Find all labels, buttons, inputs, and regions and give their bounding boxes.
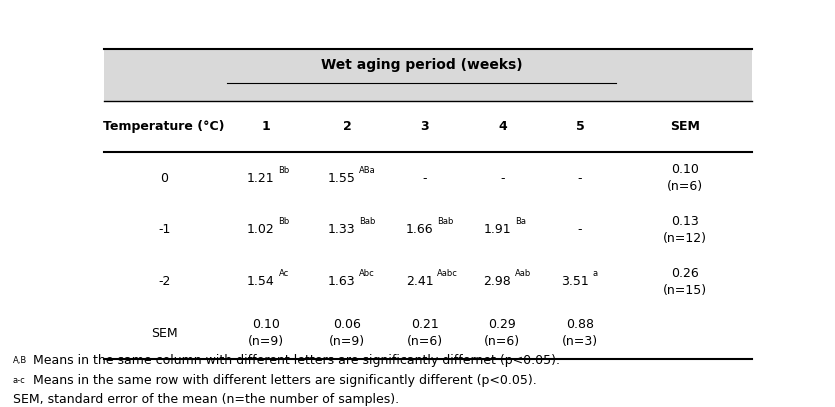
Text: Wet aging period (weeks): Wet aging period (weeks) bbox=[321, 58, 522, 72]
Text: 1.55: 1.55 bbox=[328, 172, 356, 185]
Text: 1.66: 1.66 bbox=[406, 223, 433, 236]
Text: Ac: Ac bbox=[278, 269, 289, 278]
Text: -: - bbox=[500, 172, 504, 185]
Text: 0.21
(n=6): 0.21 (n=6) bbox=[407, 318, 443, 348]
Text: 0.88
(n=3): 0.88 (n=3) bbox=[562, 318, 598, 348]
Text: ABa: ABa bbox=[359, 166, 376, 175]
Text: 0.06
(n=9): 0.06 (n=9) bbox=[329, 318, 365, 348]
Text: 1.54: 1.54 bbox=[247, 275, 275, 288]
Text: Aabc: Aabc bbox=[437, 269, 458, 278]
Text: 1.91: 1.91 bbox=[483, 223, 511, 236]
Text: 3: 3 bbox=[420, 120, 429, 133]
Text: Bab: Bab bbox=[359, 217, 376, 226]
Text: Bab: Bab bbox=[437, 217, 453, 226]
Text: 1.33: 1.33 bbox=[328, 223, 356, 236]
Text: Bb: Bb bbox=[278, 217, 290, 226]
Text: -: - bbox=[578, 172, 582, 185]
Text: 4: 4 bbox=[498, 120, 507, 133]
Text: SEM: SEM bbox=[671, 120, 700, 133]
Text: SEM, standard error of the mean (n=the number of samples).: SEM, standard error of the mean (n=the n… bbox=[13, 393, 398, 406]
Text: Means in the same row with different letters are significantly different (p<0.05: Means in the same row with different let… bbox=[33, 374, 537, 387]
Text: 1.21: 1.21 bbox=[247, 172, 275, 185]
Text: -: - bbox=[423, 172, 427, 185]
Text: Aab: Aab bbox=[514, 269, 531, 278]
Text: 0.29
(n=6): 0.29 (n=6) bbox=[484, 318, 520, 348]
Text: 0.13
(n=12): 0.13 (n=12) bbox=[663, 215, 707, 245]
Text: 0: 0 bbox=[160, 172, 168, 185]
Text: 3.51: 3.51 bbox=[561, 275, 589, 288]
Text: 0.10
(n=6): 0.10 (n=6) bbox=[667, 163, 703, 193]
Text: 1.63: 1.63 bbox=[328, 275, 356, 288]
Text: Bb: Bb bbox=[278, 166, 290, 175]
Text: 0.10
(n=9): 0.10 (n=9) bbox=[248, 318, 284, 348]
Text: Ba: Ba bbox=[514, 217, 526, 226]
Text: -2: -2 bbox=[158, 275, 170, 288]
Text: 1: 1 bbox=[262, 120, 271, 133]
Text: SEM: SEM bbox=[151, 327, 178, 340]
Text: 2.98: 2.98 bbox=[483, 275, 511, 288]
Text: 2.41: 2.41 bbox=[406, 275, 433, 288]
Text: Abc: Abc bbox=[359, 269, 375, 278]
Text: A,B: A,B bbox=[13, 356, 27, 365]
Text: 5: 5 bbox=[575, 120, 584, 133]
Text: a: a bbox=[592, 269, 597, 278]
Text: Temperature (°C): Temperature (°C) bbox=[104, 120, 225, 133]
Text: -1: -1 bbox=[158, 223, 170, 236]
Text: 2: 2 bbox=[342, 120, 352, 133]
Text: 1.02: 1.02 bbox=[247, 223, 275, 236]
Text: -: - bbox=[578, 223, 582, 236]
Text: Means in the same column with different letters are significantly differnet (p<0: Means in the same column with different … bbox=[33, 354, 560, 367]
Text: a-c: a-c bbox=[13, 376, 25, 385]
Text: 0.26
(n=15): 0.26 (n=15) bbox=[663, 267, 707, 297]
Bar bbox=[104, 49, 752, 101]
